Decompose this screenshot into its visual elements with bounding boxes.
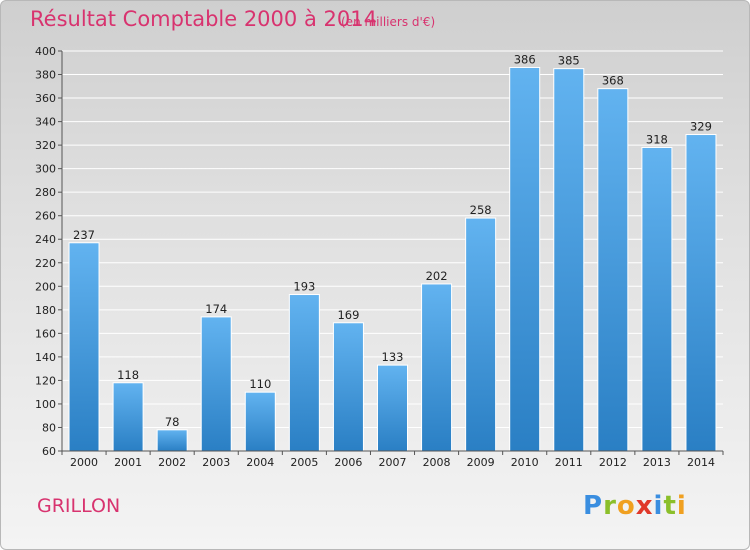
x-tick-label: 2006 <box>334 456 362 469</box>
logo-letter: P <box>583 491 604 521</box>
x-tick-label: 2011 <box>555 456 583 469</box>
bar-2014 <box>685 134 717 452</box>
y-tick-label: 400 <box>35 45 56 58</box>
x-tick-label: 2001 <box>114 456 142 469</box>
chart-title: Résultat Comptable 2000 à 2014 <box>30 7 377 31</box>
bar-2003 <box>200 316 232 452</box>
y-tick-label: 260 <box>35 210 56 223</box>
data-label: 237 <box>73 228 95 242</box>
x-tick-label: 2010 <box>511 456 539 469</box>
x-tick-label: 2007 <box>379 456 407 469</box>
logo-letter: o <box>616 491 636 521</box>
y-axis: 60 80 100 120 140 160 180 200 220 240 260 280 300 320… <box>35 45 63 458</box>
y-tick-label: 240 <box>35 233 56 246</box>
bar-2001 <box>112 382 144 452</box>
bar-2013 <box>641 146 673 452</box>
y-tick-label: 120 <box>35 374 56 387</box>
data-label: 133 <box>382 350 404 364</box>
bar-2008 <box>421 283 453 452</box>
data-label: 169 <box>337 308 359 322</box>
y-tick-label: 340 <box>35 116 56 129</box>
x-tick-label: 2000 <box>70 456 98 469</box>
y-tick-label: 300 <box>35 163 56 176</box>
bar-2005 <box>288 294 320 452</box>
y-tick-label: 380 <box>35 69 56 82</box>
proxiti-logo[interactable]: Proxiti <box>583 491 687 521</box>
data-label: 385 <box>558 54 580 68</box>
commune-name: GRILLON <box>37 495 121 517</box>
logo-letter: i <box>653 491 664 521</box>
logo-letter: i <box>676 491 687 521</box>
bar-2002 <box>156 429 188 452</box>
y-tick-label: 140 <box>35 351 56 364</box>
bar-2007 <box>377 364 408 452</box>
y-tick-label: 320 <box>35 139 56 152</box>
bar-2000 <box>68 242 100 452</box>
data-label: 386 <box>514 52 536 66</box>
unit-note: (en milliers d'€) <box>341 15 436 29</box>
data-label: 258 <box>470 203 492 217</box>
y-tick-label: 60 <box>42 445 56 458</box>
bars: 237 118 78 174 110 193 169 133 202 258 386 385 368 31… <box>68 52 717 452</box>
x-tick-label: 2003 <box>202 456 230 469</box>
data-label: 110 <box>249 377 271 391</box>
x-tick-label: 2004 <box>246 456 274 469</box>
x-tick-label: 2013 <box>643 456 671 469</box>
bar-2010 <box>509 66 541 452</box>
x-tick-label: 2012 <box>599 456 627 469</box>
x-tick-label: 2014 <box>687 456 715 469</box>
y-tick-label: 200 <box>35 280 56 293</box>
y-tick-label: 80 <box>42 421 56 434</box>
data-label: 193 <box>293 280 315 294</box>
y-tick-label: 160 <box>35 327 56 340</box>
y-tick-label: 100 <box>35 398 56 411</box>
data-label: 318 <box>646 132 668 146</box>
data-label: 329 <box>690 120 712 134</box>
bar-2006 <box>332 322 364 452</box>
bar-2004 <box>244 391 276 452</box>
x-tick-label: 2008 <box>423 456 451 469</box>
x-tick-label: 2005 <box>290 456 318 469</box>
y-tick-label: 180 <box>35 304 56 317</box>
x-tick-label: 2009 <box>467 456 495 469</box>
logo-letter: r <box>603 491 617 521</box>
y-tick-label: 220 <box>35 257 56 270</box>
data-label: 174 <box>205 302 227 316</box>
x-axis: 2000 2001 2002 2003 2004 2005 2006 2007 2008 2009… <box>61 450 724 469</box>
bar-2011 <box>553 68 585 452</box>
logo-letter: x <box>635 491 654 521</box>
y-tick-label: 280 <box>35 186 56 199</box>
data-label: 78 <box>165 415 180 429</box>
x-tick-label: 2002 <box>158 456 186 469</box>
data-label: 368 <box>602 74 624 88</box>
data-label: 118 <box>117 368 139 382</box>
data-label: 202 <box>426 269 448 283</box>
bar-2012 <box>597 88 629 452</box>
bar-2009 <box>465 217 497 452</box>
logo-letter: t <box>663 491 677 521</box>
y-tick-label: 360 <box>35 92 56 105</box>
